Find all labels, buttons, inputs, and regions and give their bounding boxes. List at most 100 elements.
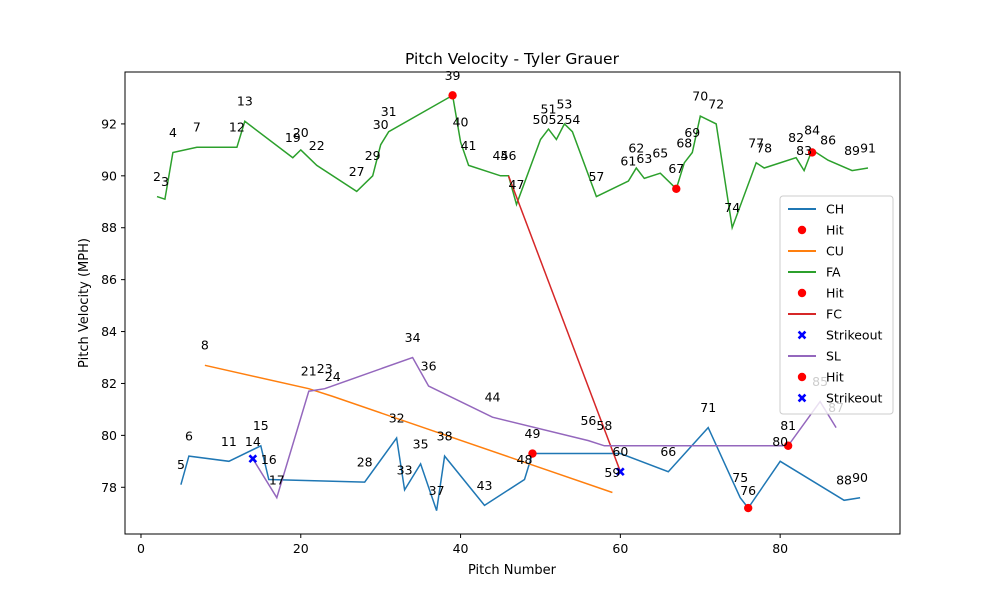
point-label: 24 [325, 369, 341, 384]
point-label: 39 [445, 68, 461, 83]
hit-marker [448, 91, 457, 100]
point-label: 33 [397, 462, 413, 477]
point-label: 52 [548, 112, 564, 127]
point-label: 91 [860, 140, 876, 155]
x-tick-label: 80 [772, 541, 788, 556]
legend-label: Strikeout [826, 391, 883, 406]
series-line-sl [252, 356, 837, 500]
strikeout-marker [616, 467, 625, 477]
hit-marker [672, 184, 681, 193]
legend-entry: FC [788, 307, 842, 322]
x-tick-label: 40 [453, 541, 469, 556]
x-tick-label: 0 [137, 541, 145, 556]
point-label: 70 [692, 89, 708, 104]
point-label: 54 [564, 112, 580, 127]
point-label: 51 [541, 102, 557, 117]
legend-entry: Hit [797, 223, 844, 238]
chart-title: Pitch Velocity - Tyler Grauer [405, 50, 620, 68]
legend-swatch-x [797, 393, 807, 403]
point-label: 43 [477, 478, 493, 493]
point-label: 29 [365, 148, 381, 163]
point-label: 67 [668, 161, 684, 176]
legend-entry: FA [788, 265, 841, 280]
point-label: 80 [772, 434, 788, 449]
point-label: 69 [684, 125, 700, 140]
legend-label: CH [826, 202, 844, 217]
hit-marker [783, 441, 793, 450]
hit-marker [807, 148, 817, 157]
point-label: 38 [437, 429, 453, 444]
point-label: 48 [517, 452, 533, 467]
point-label: 75 [732, 470, 748, 485]
y-tick-label: 90 [101, 168, 117, 183]
legend-entry: Hit [797, 370, 844, 385]
point-label: 8 [201, 338, 209, 353]
point-label: 90 [852, 470, 868, 485]
point-label: 74 [724, 200, 740, 215]
point-label: 28 [357, 455, 373, 470]
legend-entry: CU [788, 244, 844, 259]
point-label: 84 [804, 122, 820, 137]
point-label: 56 [580, 413, 596, 428]
point-label: 20 [293, 125, 309, 140]
point-label: 22 [309, 138, 325, 153]
point-label: 2 [153, 169, 161, 184]
point-label: 11 [221, 434, 237, 449]
legend-label: FC [826, 307, 842, 322]
point-label: 50 [533, 112, 549, 127]
legend-swatch-dot [797, 372, 807, 382]
series-line-fa [156, 94, 869, 231]
point-label: 14 [245, 434, 261, 449]
y-axis-label: Pitch Velocity (MPH) [77, 238, 92, 368]
point-label: 30 [373, 117, 389, 132]
series-line-cu [204, 364, 613, 494]
plot-area: 2 34 7 121319202227293031394041454647505152… [153, 68, 876, 513]
point-label: 60 [612, 444, 628, 459]
point-label: 23 [317, 361, 333, 376]
point-label: 62 [628, 140, 644, 155]
point-label: 36 [421, 358, 437, 373]
point-label: 5 [177, 457, 185, 472]
point-label: 89 [844, 143, 860, 158]
point-label: 17 [269, 473, 285, 488]
x-axis-label: Pitch Number [468, 563, 557, 578]
point-label: 4 [169, 125, 177, 140]
point-label: 58 [596, 418, 612, 433]
hit-marker [743, 503, 753, 513]
point-label: 3 [161, 174, 169, 189]
legend: CH Hit CU FA Hit FC Strikeout SL Hit Strikeout [779, 195, 894, 415]
legend-label: FA [826, 265, 841, 280]
legend-swatch-x [797, 330, 807, 340]
point-label: 66 [660, 444, 676, 459]
legend-swatch-dot [797, 225, 807, 235]
point-label: 65 [652, 146, 668, 161]
point-label: 44 [485, 390, 501, 405]
point-label: 27 [349, 164, 365, 179]
legend-entry: SL [788, 349, 841, 364]
legend-entry: Strikeout [797, 328, 883, 343]
point-label: 21 [301, 364, 317, 379]
legend-label: Hit [826, 223, 844, 238]
y-tick-label: 82 [101, 376, 117, 391]
point-label: 78 [756, 140, 772, 155]
hit-marker [528, 449, 537, 458]
point-label: 61 [620, 153, 636, 168]
point-label: 53 [556, 96, 572, 111]
point-label: 82 [788, 130, 804, 145]
legend-label: Strikeout [826, 328, 883, 343]
point-label: 35 [413, 436, 429, 451]
point-label: 86 [820, 133, 836, 148]
point-label: 32 [389, 410, 405, 425]
strikeout-marker [248, 454, 258, 464]
series-line-fc [507, 175, 622, 472]
point-label: 49 [525, 426, 541, 441]
y-tick-label: 78 [101, 480, 117, 495]
point-label: 81 [780, 418, 796, 433]
point-label: 19 [285, 130, 301, 145]
y-tick-label: 84 [101, 324, 117, 339]
plot-frame [124, 71, 901, 535]
legend-label: Hit [826, 286, 844, 301]
x-tick-label: 60 [612, 541, 628, 556]
point-label: 88 [836, 473, 852, 488]
